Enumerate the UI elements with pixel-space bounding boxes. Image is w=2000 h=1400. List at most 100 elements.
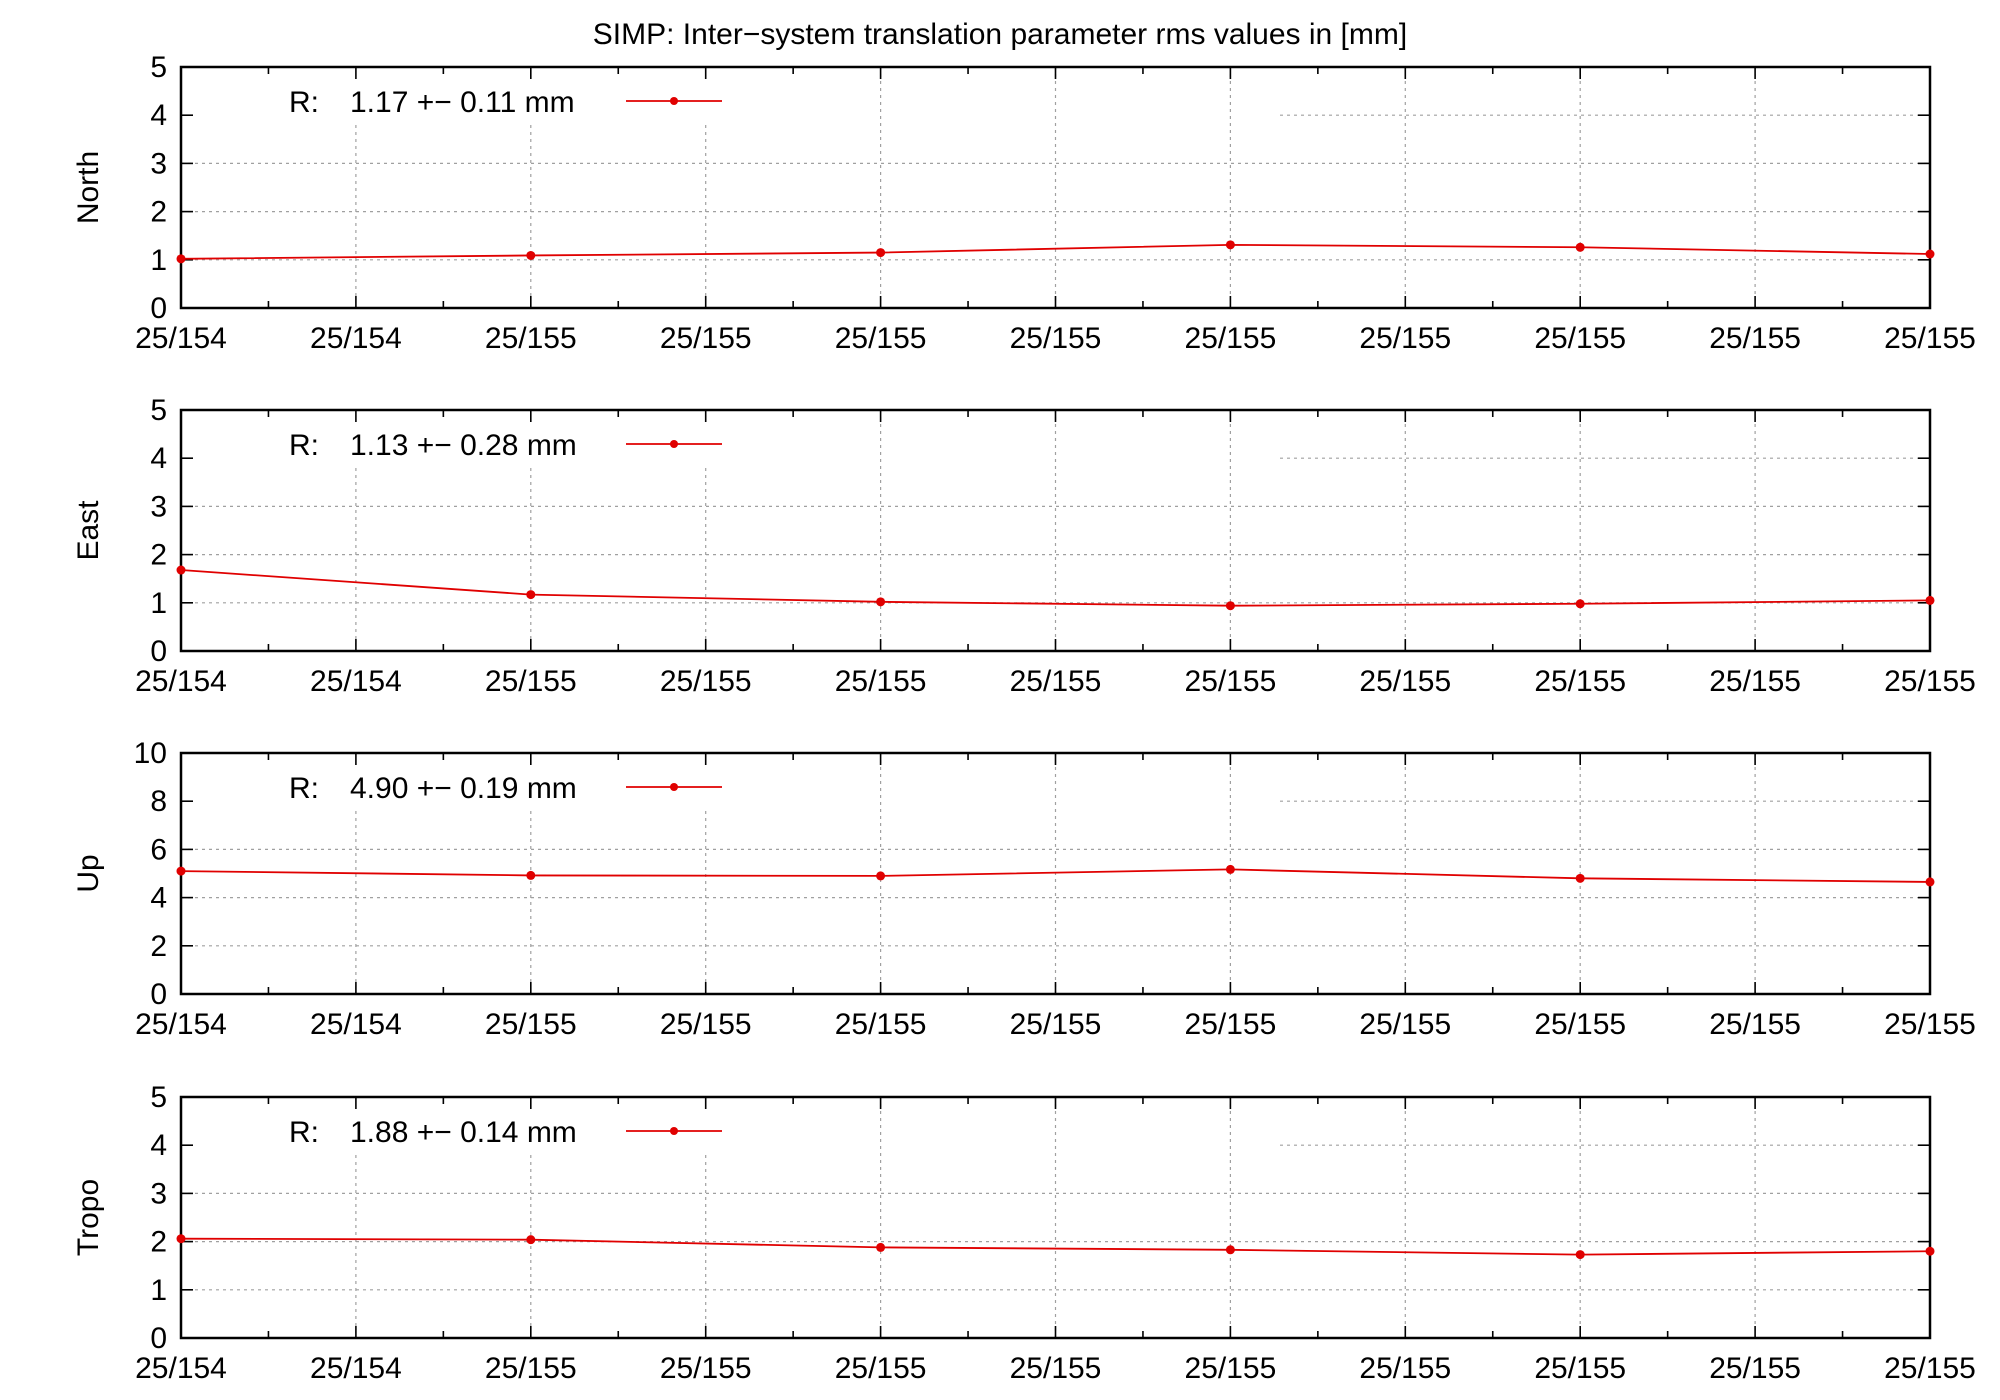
data-point (1225, 1245, 1235, 1255)
y-tick-label: 2 (150, 1226, 167, 1259)
plot-frame (179, 65, 1932, 310)
y-tick-label: 0 (150, 978, 167, 1011)
legend-label: 4.90 +− 0.19 mm (350, 772, 577, 805)
data-point (1925, 595, 1935, 605)
data-point (1575, 1250, 1585, 1260)
y-tick-label: 4 (150, 99, 167, 132)
data-point (1575, 242, 1585, 252)
y-tick-label: 5 (150, 51, 167, 84)
series-line (180, 243, 1931, 260)
x-tick-label: 25/155 (1359, 665, 1451, 698)
x-tick-label: 25/155 (1359, 322, 1451, 355)
x-tick-label: 25/154 (135, 665, 227, 698)
plot-frame (179, 1095, 1932, 1340)
legend-prefix: R: (289, 429, 319, 462)
y-tick-label: 2 (150, 930, 167, 963)
legend-prefix: R: (289, 1116, 319, 1149)
x-tick-label: 25/155 (835, 665, 927, 698)
x-tick-label: 25/155 (1185, 322, 1277, 355)
x-tick-label: 25/155 (1534, 1352, 1626, 1385)
legend-label: 1.17 +− 0.11 mm (350, 86, 575, 119)
y-axis-label: East (72, 500, 105, 561)
data-point (176, 1234, 186, 1244)
y-tick-label: 1 (150, 244, 167, 277)
y-tick-label: 0 (150, 292, 167, 325)
x-tick-label: 25/155 (660, 1008, 752, 1041)
legend-label: 1.13 +− 0.28 mm (350, 429, 577, 462)
panel-up: 0 2 4 6 8 10 25/154 25/154 25/155 25/155 25/155 25/… (72, 737, 1976, 1041)
x-tick-label: 25/155 (660, 322, 752, 355)
data-point (1925, 877, 1935, 887)
series-line (180, 569, 1931, 607)
series-line (180, 1237, 1931, 1256)
x-tick-label: 25/155 (1709, 1352, 1801, 1385)
y-tick-label: 0 (150, 1322, 167, 1355)
data-point (176, 866, 186, 876)
x-tick-label: 25/155 (1185, 1352, 1277, 1385)
x-tick-label: 25/155 (1709, 322, 1801, 355)
data-point (526, 250, 536, 260)
x-tick-label: 25/155 (1010, 1008, 1102, 1041)
data-point (526, 1235, 536, 1245)
y-tick-label: 5 (150, 394, 167, 427)
x-tick-label: 25/155 (485, 1008, 577, 1041)
x-tick-label: 25/155 (1010, 322, 1102, 355)
y-tick-label: 1 (150, 1274, 167, 1307)
data-point (1225, 240, 1235, 250)
x-tick-label: 25/155 (1185, 665, 1277, 698)
x-tick-label: 25/154 (310, 1008, 402, 1041)
y-tick-label: 3 (150, 490, 167, 523)
data-point (876, 248, 886, 258)
plot-frame (179, 408, 1932, 653)
x-tick-label: 25/154 (135, 1352, 227, 1385)
y-tick-label: 4 (150, 442, 167, 475)
x-tick-label: 25/155 (1709, 665, 1801, 698)
y-tick-label: 4 (150, 882, 167, 915)
x-tick-label: 25/155 (1884, 665, 1976, 698)
x-tick-label: 25/154 (135, 322, 227, 355)
y-tick-label: 6 (150, 833, 167, 866)
y-tick-label: 3 (150, 1177, 167, 1210)
legend-label: 1.88 +− 0.14 mm (350, 1116, 577, 1149)
x-tick-label: 25/154 (310, 665, 402, 698)
x-tick-label: 25/155 (660, 1352, 752, 1385)
legend-marker (670, 1127, 678, 1135)
chart-panels: 0 1 2 3 4 5 25/154 25/154 25/155 25/155 25/155 25/1… (72, 51, 1976, 1385)
x-tick-label: 25/155 (1884, 322, 1976, 355)
data-point (176, 565, 186, 575)
x-tick-label: 25/154 (310, 1352, 402, 1385)
chart-title: SIMP: Inter−system translation parameter… (593, 18, 1407, 51)
data-point (176, 254, 186, 264)
x-tick-label: 25/154 (310, 322, 402, 355)
x-tick-label: 25/155 (1534, 1008, 1626, 1041)
y-axis-label: Tropo (72, 1179, 105, 1256)
x-tick-label: 25/155 (1010, 1352, 1102, 1385)
x-tick-label: 25/155 (1709, 1008, 1801, 1041)
data-point (526, 590, 536, 600)
y-tick-label: 3 (150, 147, 167, 180)
x-tick-label: 25/155 (835, 1352, 927, 1385)
panel-north: 0 1 2 3 4 5 25/154 25/154 25/155 25/155 25/155 25/1… (72, 51, 1976, 355)
y-axis-label: North (72, 151, 105, 224)
data-point (1575, 599, 1585, 609)
data-point (1925, 249, 1935, 259)
legend-prefix: R: (289, 772, 319, 805)
data-point (1225, 864, 1235, 874)
x-tick-label: 25/155 (1534, 665, 1626, 698)
data-point (876, 597, 886, 607)
x-tick-label: 25/154 (135, 1008, 227, 1041)
x-tick-label: 25/155 (1884, 1352, 1976, 1385)
y-tick-label: 0 (150, 635, 167, 668)
legend-marker (670, 440, 678, 448)
x-tick-label: 25/155 (1185, 1008, 1277, 1041)
x-tick-label: 25/155 (1534, 322, 1626, 355)
y-tick-label: 10 (134, 737, 167, 770)
y-tick-label: 2 (150, 539, 167, 572)
x-tick-label: 25/155 (485, 1352, 577, 1385)
data-point (876, 1242, 886, 1252)
data-point (1225, 601, 1235, 611)
x-tick-label: 25/155 (485, 665, 577, 698)
legend-prefix: R: (289, 86, 319, 119)
x-tick-label: 25/155 (485, 322, 577, 355)
